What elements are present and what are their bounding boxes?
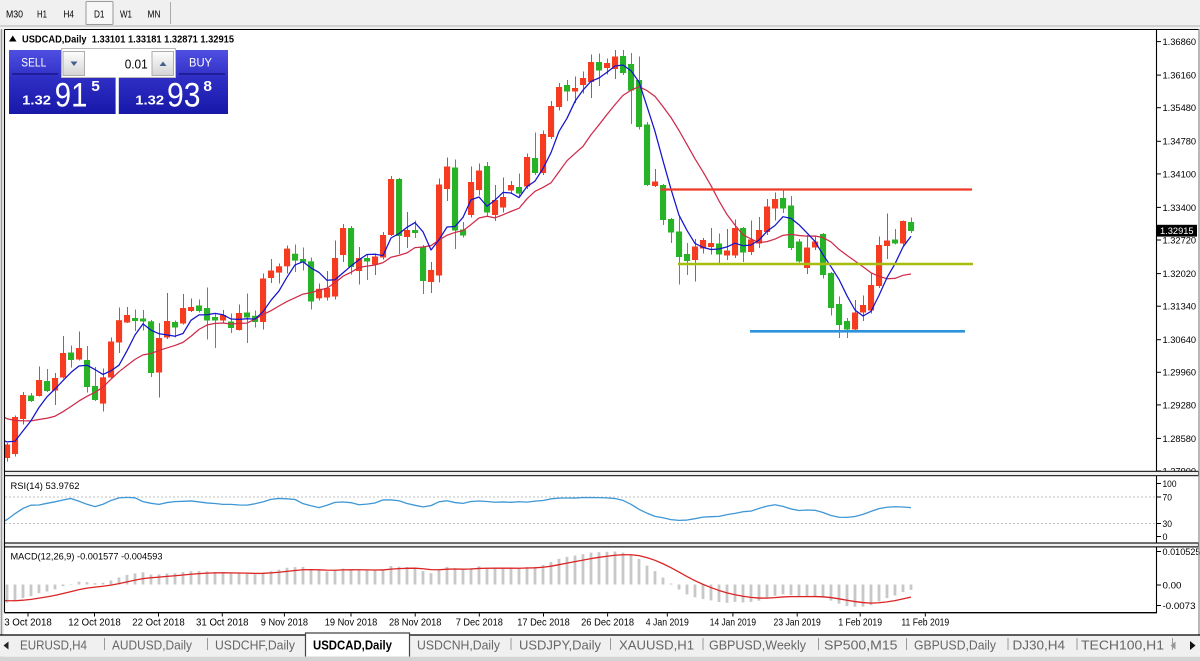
svg-text:USDCHF,Daily: USDCHF,Daily	[215, 638, 295, 653]
svg-text:DJ30,H4: DJ30,H4	[1013, 638, 1066, 653]
svg-text:17 Dec 2018: 17 Dec 2018	[517, 617, 570, 629]
svg-text:26 Dec 2018: 26 Dec 2018	[581, 617, 634, 629]
svg-text:USDCNH,Daily: USDCNH,Daily	[417, 638, 500, 653]
svg-text:1.35480: 1.35480	[1163, 103, 1197, 113]
svg-text:1.33400: 1.33400	[1163, 203, 1197, 213]
svg-text:1 Feb 2019: 1 Feb 2019	[838, 617, 882, 629]
svg-text:1.31340: 1.31340	[1163, 302, 1197, 312]
svg-text:30: 30	[1163, 519, 1173, 529]
svg-text:8: 8	[203, 78, 212, 95]
svg-text:12 Oct 2018: 12 Oct 2018	[68, 617, 121, 629]
svg-text:SP500,M15: SP500,M15	[824, 638, 898, 653]
svg-text:1.29280: 1.29280	[1163, 400, 1197, 410]
svg-text:AUDUSD,Daily: AUDUSD,Daily	[112, 638, 192, 653]
svg-text:1.28580: 1.28580	[1163, 434, 1197, 444]
svg-text:28 Nov 2018: 28 Nov 2018	[389, 617, 442, 629]
svg-text:1.36860: 1.36860	[1163, 37, 1197, 47]
svg-text:1.32: 1.32	[22, 93, 51, 108]
svg-text:4 Jan 2019: 4 Jan 2019	[646, 617, 689, 629]
svg-text:22 Oct 2018: 22 Oct 2018	[132, 617, 185, 629]
svg-text:7 Dec 2018: 7 Dec 2018	[456, 617, 503, 629]
svg-text:USDCAD,Daily: USDCAD,Daily	[313, 638, 393, 653]
svg-text:M30: M30	[6, 9, 23, 21]
svg-text:5: 5	[91, 78, 100, 95]
svg-text:1.32020: 1.32020	[1163, 269, 1197, 279]
svg-text:1.34100: 1.34100	[1163, 169, 1197, 179]
svg-text:MACD(12,26,9) -0.001577 -0.004: MACD(12,26,9) -0.001577 -0.004593	[11, 552, 163, 563]
svg-text:0.01: 0.01	[125, 58, 148, 72]
svg-text:H1: H1	[37, 9, 47, 21]
svg-text:USDJPY,Daily: USDJPY,Daily	[519, 638, 601, 653]
svg-text:XAUUSD,H1: XAUUSD,H1	[619, 638, 694, 653]
svg-text:1.32: 1.32	[135, 93, 164, 108]
svg-text:H4: H4	[64, 9, 75, 21]
svg-text:1.30640: 1.30640	[1163, 335, 1197, 345]
svg-text:GBPUSD,Daily: GBPUSD,Daily	[914, 638, 996, 653]
svg-text:100: 100	[1163, 479, 1177, 489]
svg-text:91: 91	[55, 76, 88, 114]
svg-text:SELL: SELL	[21, 56, 46, 70]
svg-text:0.00: 0.00	[1163, 580, 1182, 590]
svg-text:1.29960: 1.29960	[1163, 368, 1197, 378]
svg-text:23 Jan 2019: 23 Jan 2019	[774, 617, 821, 629]
svg-text:1.34780: 1.34780	[1163, 137, 1197, 147]
svg-text:93: 93	[167, 76, 201, 114]
svg-text:0: 0	[1163, 532, 1168, 542]
svg-text:1.36160: 1.36160	[1163, 71, 1197, 81]
svg-text:11 Feb 2019: 11 Feb 2019	[901, 617, 949, 629]
svg-text:W1: W1	[120, 9, 132, 21]
svg-text:USDCAD,Daily 1.33101 1.33181: USDCAD,Daily 1.33101 1.33181 1.32871 1.3…	[22, 34, 234, 46]
svg-text:MN: MN	[148, 9, 161, 21]
svg-text:1.32915: 1.32915	[1160, 226, 1194, 236]
svg-text:TECH100,H1: TECH100,H1	[1081, 638, 1164, 653]
svg-text:3 Oct 2018: 3 Oct 2018	[4, 617, 52, 629]
svg-text:RSI(14) 53.9762: RSI(14) 53.9762	[11, 481, 80, 492]
svg-text:GBPUSD,Weekly: GBPUSD,Weekly	[709, 638, 806, 653]
svg-text:0.010525: 0.010525	[1163, 547, 1200, 557]
svg-text:-0.0073: -0.0073	[1163, 601, 1196, 611]
svg-text:19 Nov 2018: 19 Nov 2018	[325, 617, 378, 629]
svg-text:9 Nov 2018: 9 Nov 2018	[261, 617, 308, 629]
svg-text:14 Jan 2019: 14 Jan 2019	[710, 617, 756, 629]
svg-text:BUY: BUY	[189, 56, 212, 70]
svg-text:31 Oct 2018: 31 Oct 2018	[196, 617, 249, 629]
svg-text:EURUSD,H4: EURUSD,H4	[20, 638, 87, 653]
svg-text:D1: D1	[94, 9, 105, 21]
svg-text:1.32720: 1.32720	[1163, 235, 1197, 245]
svg-text:70: 70	[1163, 492, 1173, 502]
